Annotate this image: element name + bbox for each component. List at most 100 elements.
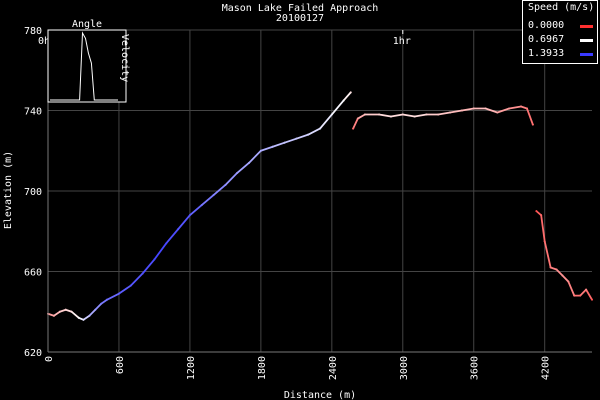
track-point [591,298,593,301]
track-segment [437,111,451,116]
track-point [141,272,144,275]
track-point [82,318,85,321]
track-point [177,228,180,231]
track-point [283,141,286,144]
track-segment [248,149,262,164]
inset-panel: Angle Velocity [47,19,130,103]
track-point [342,99,345,102]
track-point [349,91,352,94]
track-point [585,288,588,291]
track-point [188,214,191,217]
y-axis-label: Elevation (m) [3,151,14,229]
series-track-2 [352,105,534,130]
track-point [531,123,534,126]
track-point [472,107,475,110]
x-tick-labels: 0 600 1200 1800 2400 3000 3600 4200 [44,356,552,380]
track-segment [70,310,80,319]
track-point [437,113,440,116]
track-point [200,204,203,207]
track-point [165,242,168,245]
track-segment [271,141,286,148]
track-point [153,258,156,261]
track-point [508,107,511,110]
track-segment [543,240,552,269]
track-point [319,127,321,130]
track-point [224,183,227,186]
y-tick-label: 740 [24,107,42,118]
x-tick-label: 1800 [257,356,268,380]
track-segment [189,204,203,217]
track-point [425,113,428,116]
track-point [295,137,298,140]
legend-title: Speed (m/s) [528,2,595,13]
x-tick-label: 4200 [541,356,552,380]
x-tick-label: 0 [44,356,55,362]
track-point [356,117,359,120]
track-segment [342,91,352,102]
track-segment [307,127,321,136]
track-segment [508,105,522,110]
track-segment [585,288,593,301]
y-tick-label: 620 [24,348,42,359]
track-segment [520,105,528,110]
track-segment [295,133,310,140]
track-segment [224,171,239,186]
x-tick-label: 3000 [399,356,410,380]
track-segment [165,228,179,245]
track-segment [177,214,191,231]
track-point [352,127,355,130]
track-point [496,111,499,114]
track-segment [82,314,91,321]
track-point [543,240,546,243]
inset-angle-line [50,31,118,101]
legend-swatch-0 [580,25,593,28]
track-point [378,113,381,116]
track-segment [555,268,564,277]
track-segment [212,184,227,196]
track-segment [540,214,546,243]
track-segment [94,302,103,311]
track-segment [64,308,73,313]
track-segment [356,113,366,120]
track-segment [579,288,587,297]
y-tick-label: 780 [24,26,42,37]
track-point [129,284,132,287]
y-tick-label: 660 [24,268,42,279]
track-point [449,111,452,114]
track-segment [526,107,534,126]
track-point [401,113,404,116]
x-axis-label: Distance (m) [284,390,356,400]
track-segment [319,113,333,130]
track-segment [496,107,511,114]
track-lines [47,91,593,321]
track-point [248,161,251,164]
inset-title: Angle [72,19,102,30]
track-point [520,105,523,108]
track-point [549,266,552,269]
track-point [525,107,528,110]
track-segment [413,113,428,118]
track-segment [53,310,61,317]
track-segment [47,312,55,317]
x-tick-label: 600 [115,356,126,374]
track-segment [118,284,132,295]
track-point [555,268,558,271]
chart-title: Mason Lake Failed Approach [222,3,379,14]
track-point [88,314,91,317]
track-point [484,107,487,110]
legend-swatch-2 [580,53,593,56]
legend-label-2: 1.3933 [528,48,565,59]
track-segment [259,145,274,152]
track-segment [58,308,67,313]
track-point [330,113,333,116]
series-track [47,91,352,321]
time-marker-label: 1hr [393,36,411,47]
track-segment [283,137,298,144]
track-segment [88,308,97,317]
track-point [100,302,103,305]
track-point [236,171,239,174]
track-segment [200,194,215,206]
y-tick-label: 700 [24,187,42,198]
track-segment [236,161,250,174]
